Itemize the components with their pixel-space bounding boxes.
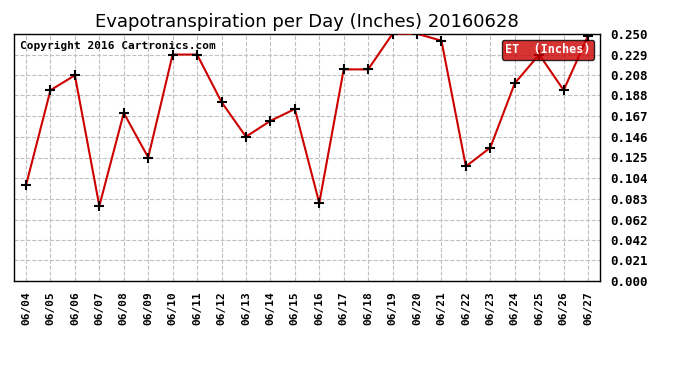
Title: Evapotranspiration per Day (Inches) 20160628: Evapotranspiration per Day (Inches) 2016…	[95, 13, 519, 31]
Text: Copyright 2016 Cartronics.com: Copyright 2016 Cartronics.com	[19, 41, 215, 51]
Legend: ET  (Inches): ET (Inches)	[502, 40, 594, 60]
